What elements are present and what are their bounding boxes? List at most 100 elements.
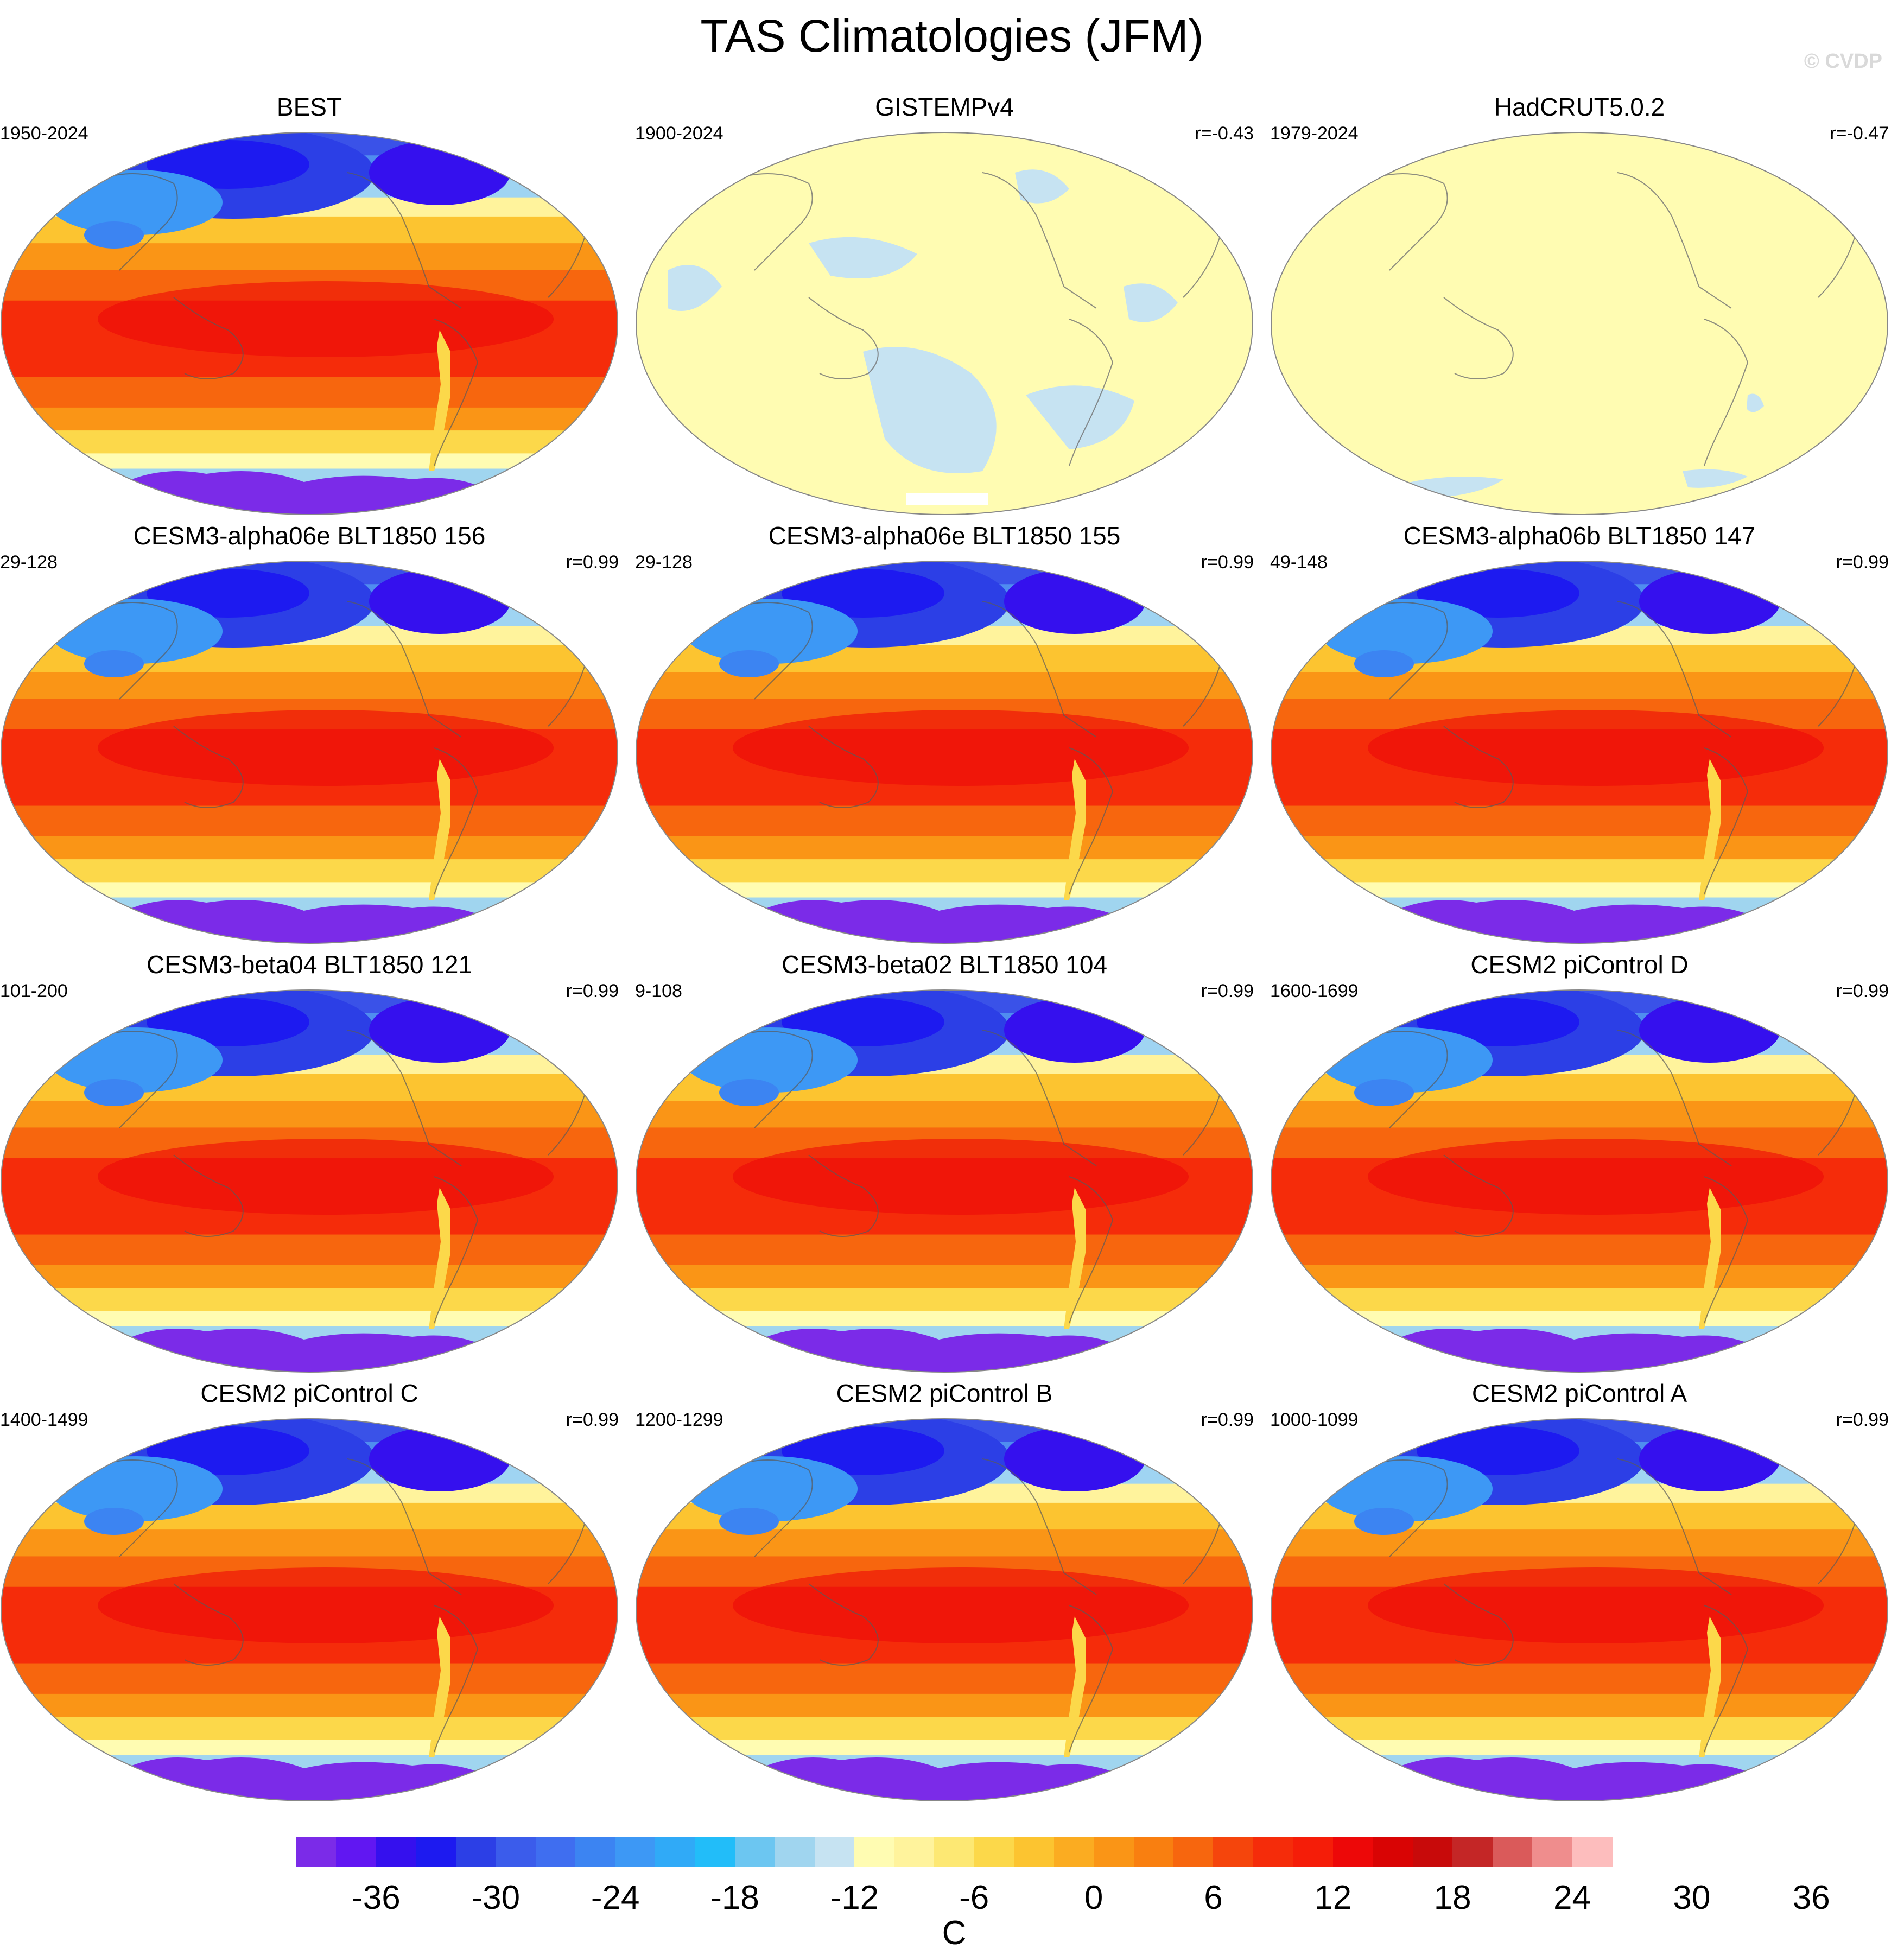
- panel-correlation: r=0.99: [1201, 1410, 1254, 1430]
- robinson-map: [1, 989, 618, 1373]
- robinson-map: [1, 561, 618, 944]
- robinson-map: [636, 989, 1253, 1373]
- anomaly-field: [1271, 132, 1888, 515]
- robinson-map: [1, 132, 618, 515]
- colorbar-swatch: [775, 1837, 815, 1867]
- colorbar-swatch: [336, 1837, 377, 1867]
- colorbar-swatch: [1452, 1837, 1493, 1867]
- panel-period: 29-128: [0, 552, 58, 573]
- map-border: [1, 989, 618, 1373]
- colorbar-swatch: [1094, 1837, 1134, 1867]
- colorbar-unit: C: [942, 1914, 967, 1952]
- colorbar-tick-label: 18: [1433, 1879, 1471, 1916]
- colorbar-swatch: [695, 1837, 735, 1867]
- colorbar-swatch: [1253, 1837, 1294, 1867]
- temperature-field: [1271, 990, 1888, 1372]
- panel-correlation: r=-0.47: [1830, 123, 1889, 144]
- map-panel: CESM3-alpha06b BLT1850 147 49-148 r=0.99: [1270, 520, 1889, 949]
- robinson-map: [636, 561, 1253, 944]
- map-border: [636, 1418, 1253, 1801]
- colorbar-swatch: [1532, 1837, 1573, 1867]
- map-panel: CESM3-beta02 BLT1850 104 9-108 r=0.99: [635, 949, 1254, 1378]
- robinson-map: [1271, 989, 1888, 1373]
- panel-period: 49-148: [1270, 552, 1328, 573]
- colorbar-tick-label: 0: [1084, 1879, 1103, 1916]
- temperature-field: [1, 561, 618, 943]
- colorbar-swatch: [575, 1837, 616, 1867]
- colorbar-swatch: [735, 1837, 776, 1867]
- temperature-field: [636, 561, 1253, 943]
- colorbar-swatch: [974, 1837, 1015, 1867]
- colorbar-tick-label: 6: [1204, 1879, 1223, 1916]
- map-border: [636, 561, 1253, 944]
- map-border: [1271, 132, 1888, 515]
- temperature-field: [636, 990, 1253, 1372]
- colorbar-swatch: [1133, 1837, 1174, 1867]
- colorbar-swatch: [1373, 1837, 1413, 1867]
- panel-correlation: r=0.99: [566, 981, 619, 1001]
- map-panel: CESM2 piControl A 1000-1099 r=0.99: [1270, 1378, 1889, 1806]
- map-panel: HadCRUT5.0.2 1979-2024 r=-0.47: [1270, 91, 1889, 520]
- colorbar-tick-label: -6: [959, 1879, 989, 1916]
- panel-title: CESM2 piControl C: [200, 1379, 418, 1407]
- map-panel: CESM2 piControl B 1200-1299 r=0.99: [635, 1378, 1254, 1806]
- colorbar-swatch: [1572, 1837, 1613, 1867]
- colorbar-swatch: [655, 1837, 696, 1867]
- robinson-map: [1271, 1418, 1888, 1801]
- colorbar-swatch: [416, 1837, 456, 1867]
- panel-period: 101-200: [0, 981, 68, 1001]
- colorbar-swatch: [1213, 1837, 1254, 1867]
- colorbar-tick-label: 36: [1792, 1879, 1830, 1916]
- map-panel: CESM3-alpha06e BLT1850 156 29-128 r=0.99: [0, 520, 619, 949]
- panel-period: 1200-1299: [635, 1410, 723, 1430]
- map-panel: CESM2 piControl C 1400-1499 r=0.99: [0, 1378, 619, 1806]
- panel-period: 1979-2024: [1270, 123, 1359, 144]
- figure-title: TAS Climatologies (JFM): [700, 10, 1204, 61]
- map-panel: CESM3-beta04 BLT1850 121 101-200 r=0.99: [0, 949, 619, 1378]
- colorbar-swatch: [496, 1837, 536, 1867]
- map-border: [1271, 561, 1888, 944]
- colorbar-swatch: [934, 1837, 975, 1867]
- panel-title: CESM2 piControl B: [836, 1379, 1053, 1407]
- anomaly-field: [636, 132, 1253, 515]
- map-panel: BEST 1950-2024: [0, 91, 619, 520]
- map-panel: CESM3-alpha06e BLT1850 155 29-128 r=0.99: [635, 520, 1254, 949]
- panel-period: 9-108: [635, 981, 682, 1001]
- panel-correlation: r=0.99: [1836, 1410, 1889, 1430]
- panel-period: 1000-1099: [1270, 1410, 1359, 1430]
- colorbar-swatch: [455, 1837, 497, 1867]
- panel-correlation: r=0.99: [1836, 552, 1889, 573]
- map-border: [1, 561, 618, 944]
- panel-correlation: r=0.99: [566, 1410, 619, 1430]
- robinson-map: [1271, 561, 1888, 944]
- colorbar-tick-label: -30: [471, 1879, 521, 1916]
- map-border: [1, 1418, 618, 1801]
- colorbar-swatch: [1332, 1837, 1374, 1867]
- colorbar-swatch: [1014, 1837, 1055, 1867]
- robinson-map: [636, 1418, 1253, 1801]
- panel-period: 1400-1499: [0, 1410, 88, 1430]
- panel-correlation: r=0.99: [1836, 981, 1889, 1001]
- colorbar-tick-label: -24: [591, 1879, 640, 1916]
- map-border: [1271, 1418, 1888, 1801]
- colorbar-swatch: [854, 1837, 895, 1867]
- panel-title: CESM3-alpha06e BLT1850 156: [133, 522, 486, 550]
- colorbar-swatch: [615, 1837, 656, 1867]
- panel-title: CESM2 piControl A: [1471, 1379, 1687, 1407]
- panel-period: 29-128: [635, 552, 693, 573]
- watermark: © CVDP: [1804, 50, 1882, 73]
- colorbar-swatch: [1293, 1837, 1334, 1867]
- panel-title: BEST: [276, 93, 342, 121]
- robinson-map: [636, 132, 1253, 515]
- temperature-field: [1, 132, 618, 515]
- panel-title: CESM2 piControl D: [1470, 950, 1689, 979]
- panel-title: GISTEMPv4: [875, 93, 1014, 121]
- panel-period: 1600-1699: [1270, 981, 1359, 1001]
- temperature-field: [636, 1419, 1253, 1801]
- colorbar-tick-label: -36: [352, 1879, 401, 1916]
- panel-period: 1900-2024: [635, 123, 723, 144]
- colorbar-swatch: [894, 1837, 935, 1867]
- map-panel: GISTEMPv4 1900-2024 r=-0.43: [635, 91, 1254, 520]
- map-border: [1271, 989, 1888, 1373]
- colorbar-swatch: [1053, 1837, 1095, 1867]
